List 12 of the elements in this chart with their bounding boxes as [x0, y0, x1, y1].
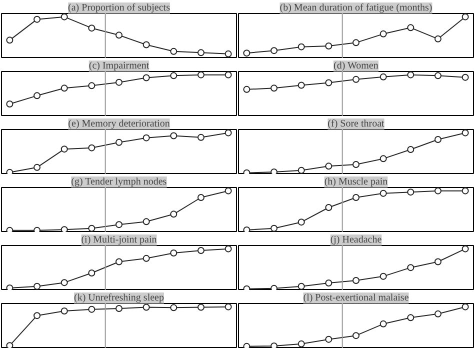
chart-title: (k) Unrefreshing sleep [74, 292, 164, 304]
chart-title: (e) Memory deterioration [68, 118, 170, 130]
chart-title: (b) Mean duration of fatigue (months) [280, 2, 432, 14]
chart-title: (l) Post-exertional malaise [303, 292, 410, 304]
chart-title: (g) Tender lymph nodes [71, 176, 167, 188]
chart-title: (f) Sore throat [328, 118, 385, 130]
chart-title: (c) Impairment [88, 60, 150, 72]
chart-title: (j) Headache [330, 234, 382, 246]
chart-title: (i) Multi-joint pain [81, 234, 157, 246]
chart-title: (h) Muscle pain [324, 176, 388, 188]
chart-title: (d) Women [333, 60, 378, 72]
chart-title: (a) Proportion of subjects [68, 2, 170, 14]
